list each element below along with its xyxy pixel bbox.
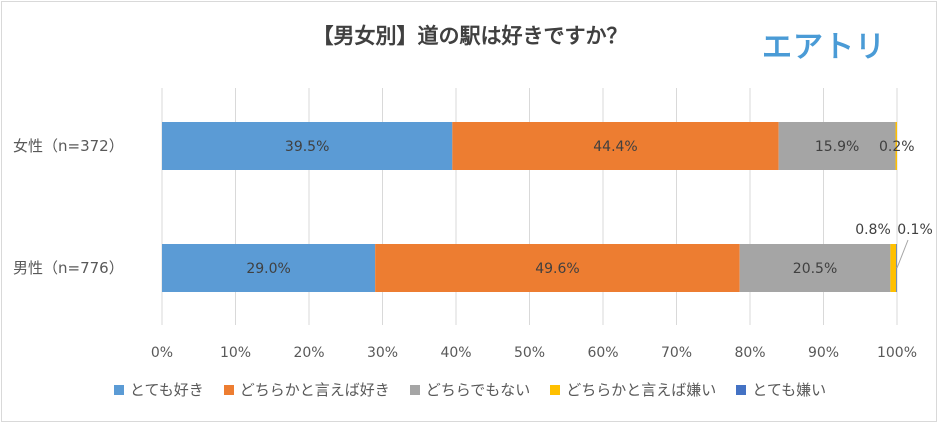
- data-label: 20.5%: [793, 261, 837, 277]
- bar-segment: [162, 244, 376, 292]
- legend-item: とても嫌い: [736, 379, 826, 400]
- legend-label: どちらでもない: [425, 381, 531, 399]
- bar-segment: [162, 122, 453, 170]
- x-tick-label: 80%: [734, 345, 765, 361]
- legend-label: どちらかと言えば好き: [239, 381, 390, 399]
- x-tick-label: 30%: [367, 345, 398, 361]
- x-tick-label: 70%: [661, 345, 692, 361]
- x-tick-label: 10%: [220, 345, 251, 361]
- data-label: 39.5%: [285, 139, 329, 155]
- data-label: 49.6%: [535, 261, 579, 277]
- x-tick-label: 0%: [151, 345, 173, 361]
- data-label: 0.2%: [879, 139, 915, 155]
- brand-logo: エアトリ: [762, 30, 886, 65]
- leader-line: [896, 239, 909, 269]
- legend-item: とても好き: [113, 379, 204, 400]
- legend-item: どちらかと言えば嫌い: [550, 379, 716, 400]
- category-label: 男性（n=776）: [13, 259, 124, 277]
- bar-segment: [739, 244, 891, 292]
- legend-swatch: [223, 384, 234, 395]
- legend-item: どちらでもない: [409, 379, 531, 400]
- data-label: 44.4%: [593, 139, 637, 155]
- legend-swatch: [113, 384, 124, 395]
- category-label: 女性（n=372）: [13, 137, 124, 155]
- bar-segment: [778, 122, 896, 170]
- x-tick-label: 100%: [877, 345, 917, 361]
- data-label: 0.1%: [897, 222, 933, 238]
- legend-swatch: [736, 384, 747, 395]
- x-tick-label: 40%: [440, 345, 471, 361]
- bar-segment: [375, 244, 740, 292]
- x-tick-label: 50%: [514, 345, 545, 361]
- data-label: 0.8%: [855, 222, 891, 238]
- x-tick-label: 90%: [808, 345, 839, 361]
- data-label: 15.9%: [815, 139, 859, 155]
- chart-legend: とても好き どちらかと言えば好き どちらでもない どちらかと言えば嫌い とても嫌い: [0, 379, 940, 400]
- legend-item: どちらかと言えば好き: [223, 379, 390, 400]
- legend-label: どちらかと言えば嫌い: [566, 381, 717, 399]
- bar-segment: [452, 122, 779, 170]
- legend-swatch: [409, 384, 420, 395]
- legend-label: とても好き: [129, 381, 204, 399]
- legend-swatch: [550, 384, 561, 395]
- bar-segment: [896, 244, 897, 292]
- data-label: 29.0%: [246, 261, 290, 277]
- legend-label: とても嫌い: [752, 381, 827, 399]
- x-tick-label: 60%: [587, 345, 618, 361]
- bar-segment: [895, 122, 897, 170]
- chart-title: 【男女別】道の駅は好きですか？: [312, 24, 628, 48]
- bar-segment: [890, 244, 897, 292]
- x-tick-label: 20%: [293, 345, 324, 361]
